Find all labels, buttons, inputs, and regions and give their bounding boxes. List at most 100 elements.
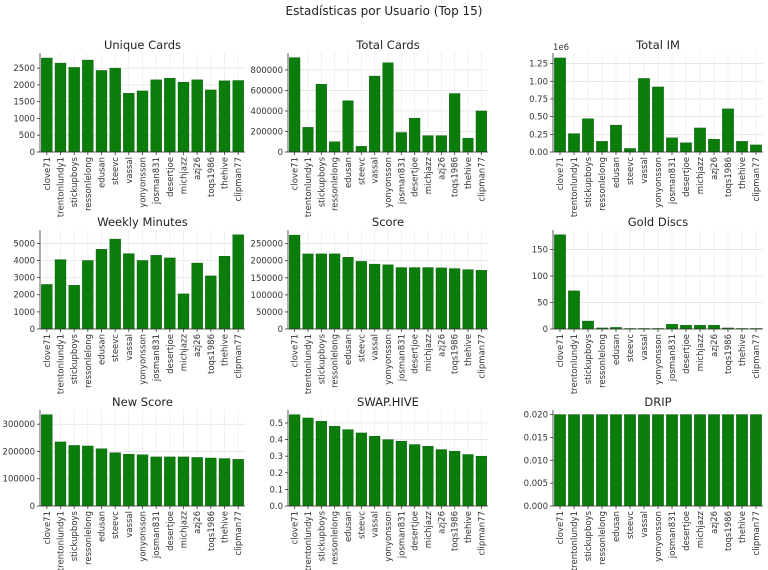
x-tick-label: josman831: [397, 157, 407, 205]
bar-drip-azj26: [708, 414, 720, 507]
bar-unique-cards-desertjoe: [164, 77, 176, 153]
bar-swap-hive-clove71: [289, 414, 301, 507]
x-tick-label: trentonlundy1: [57, 334, 67, 394]
y-tick-label: 0.005: [524, 479, 548, 489]
x-tick-label: ressonlelong: [84, 511, 94, 565]
subplot-title: DRIP: [644, 395, 671, 409]
x-tick-label: stickupboys: [317, 156, 327, 207]
bar-new-score-thehive: [218, 458, 231, 507]
x-tick-label: clipman77: [752, 334, 762, 378]
bar-gold-discs-azj26: [708, 325, 720, 330]
bar-swap-hive-steevc: [355, 432, 367, 507]
subplot-total-cards: 0 200000 400000 600000 800000 clove71 trentonl…: [251, 38, 488, 217]
x-tick-label: azj26: [193, 334, 203, 357]
x-tick-label: toqs1986: [451, 157, 461, 197]
bar-total-im-vassal: [638, 78, 650, 153]
y-tick-label: 0.1: [269, 485, 283, 495]
x-tick-label: desertjoe: [166, 334, 176, 374]
x-tick-label: steevc: [111, 157, 121, 185]
x-tick-label: michjazz: [180, 156, 190, 194]
x-tick-label: toqs1986: [207, 334, 217, 374]
bar-gold-discs-michjazz: [694, 325, 706, 330]
bar-gold-discs-stickupboys: [582, 320, 594, 330]
x-tick-label: stickupboys: [584, 510, 594, 561]
bar-total-cards-steevc: [355, 146, 367, 153]
x-tick-label: edusan: [612, 334, 622, 365]
bar-score-edusan: [342, 257, 354, 330]
bar-total-cards-clipman77: [475, 110, 487, 153]
x-tick-label: stickupboys: [584, 333, 594, 384]
x-tick-label: toqs1986: [207, 157, 217, 197]
x-tick-label: stickupboys: [317, 333, 327, 384]
bar-unique-cards-clipman77: [232, 80, 244, 153]
bar-total-cards-michjazz: [422, 135, 434, 153]
bar-new-score-steevc: [109, 452, 121, 507]
x-tick-label: clipman77: [234, 157, 244, 201]
x-tick-label: yonyonsson: [654, 157, 664, 208]
bar-total-im-ressonlelong: [596, 141, 608, 153]
x-tick-label: desertjoe: [166, 157, 176, 197]
bar-gold-discs-josman831: [666, 324, 678, 330]
bar-weekly-minutes-ressonlelong: [82, 260, 94, 330]
x-tick-label: ressonlelong: [331, 334, 341, 388]
x-tick-label: steevc: [357, 511, 367, 539]
x-tick-label: clove71: [43, 511, 53, 544]
x-tick-label: edusan: [344, 334, 354, 365]
bar-swap-hive-thehive: [462, 454, 474, 507]
bar-swap-hive-josman831: [395, 441, 407, 507]
bar-weekly-minutes-stickupboys: [68, 285, 80, 330]
x-tick-label: clipman77: [752, 157, 762, 201]
x-tick-label: toqs1986: [451, 511, 461, 551]
x-tick-label: desertjoe: [166, 511, 176, 551]
x-tick-label: desertjoe: [682, 157, 692, 197]
bar-unique-cards-azj26: [191, 79, 203, 153]
x-tick-label: steevc: [626, 511, 636, 539]
bar-total-cards-trentonlundy1: [302, 127, 314, 153]
x-tick-label: vassal: [125, 511, 135, 538]
bar-weekly-minutes-desertjoe: [164, 257, 176, 330]
x-tick-label: clipman77: [477, 157, 487, 201]
y-tick-label: 0: [30, 502, 35, 512]
x-tick-label: trentonlundy1: [304, 511, 314, 570]
bar-new-score-yonyonsson: [136, 454, 149, 507]
bar-unique-cards-josman831: [150, 79, 162, 153]
x-tick-label: josman831: [397, 511, 407, 559]
x-tick-label: josman831: [152, 511, 162, 559]
bar-weekly-minutes-clipman77: [232, 234, 244, 330]
x-tick-label: yonyonsson: [139, 511, 149, 562]
bar-total-im-michjazz: [694, 127, 706, 153]
y-tick-label: 0.000: [524, 502, 548, 512]
bar-score-thehive: [462, 269, 474, 330]
y-tick-label: 2000: [13, 81, 35, 91]
bar-score-josman831: [395, 267, 407, 330]
x-tick-label: clove71: [556, 511, 566, 544]
x-tick-label: azj26: [437, 334, 447, 357]
x-tick-label: thehive: [738, 157, 748, 189]
x-tick-label: ressonlelong: [84, 334, 94, 388]
bar-total-cards-josman831: [395, 132, 407, 153]
x-tick-label: toqs1986: [724, 511, 734, 551]
x-tick-label: azj26: [193, 511, 203, 534]
bar-new-score-michjazz: [177, 456, 190, 507]
bar-swap-hive-toqs1986: [449, 450, 461, 507]
bar-new-score-stickupboys: [68, 445, 80, 507]
y-tick-label: 0: [30, 148, 35, 158]
x-tick-label: vassal: [640, 334, 650, 361]
x-tick-label: edusan: [344, 157, 354, 188]
x-tick-label: thehive: [464, 157, 474, 189]
bar-total-im-yonyonsson: [652, 86, 664, 153]
x-tick-label: ressonlelong: [84, 157, 94, 211]
bar-gold-discs-trentonlundy1: [568, 290, 580, 330]
bar-unique-cards-vassal: [123, 93, 135, 153]
subplot-title: Total IM: [635, 38, 680, 52]
subplot-weekly-minutes: 0 1000 2000 3000 4000 5000 clove71 trentonlundy…: [13, 215, 245, 394]
bar-unique-cards-edusan: [95, 70, 108, 153]
bar-new-score-clipman77: [232, 459, 244, 507]
y-tick-label: 600000: [251, 86, 283, 96]
bar-score-clove71: [289, 234, 301, 330]
x-tick-label: clipman77: [752, 511, 762, 555]
y-tick-label: 100000: [3, 475, 35, 485]
x-tick-label: edusan: [344, 511, 354, 542]
bar-total-im-stickupboys: [582, 118, 594, 153]
